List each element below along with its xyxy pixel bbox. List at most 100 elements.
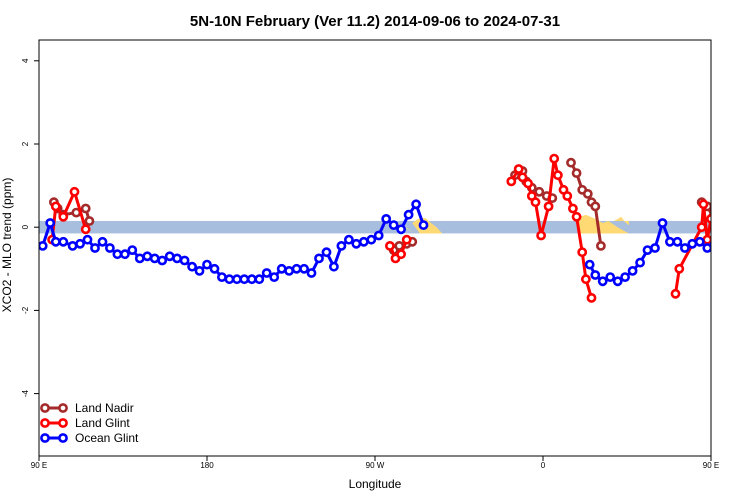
data-point-land-glint: [674, 263, 685, 274]
data-point-ocean-glint: [726, 249, 733, 256]
data-point-ocean-glint: [620, 272, 630, 282]
data-point-land-glint: [571, 211, 582, 222]
legend-item-ocean-glint: Ocean Glint: [40, 431, 139, 445]
data-point-ocean-glint: [127, 245, 138, 255]
data-point-ocean-glint: [418, 220, 429, 230]
data-point-land-glint: [698, 199, 709, 210]
data-point-land-glint: [553, 170, 563, 181]
data-point-ocean-glint: [351, 238, 362, 249]
land-mask-patch: [576, 214, 629, 234]
legend-marker: [58, 418, 68, 428]
data-point-land-glint: [562, 191, 573, 201]
data-point-land-nadir: [596, 240, 606, 251]
data-point-land-glint: [536, 230, 546, 241]
data-point-ocean-glint: [149, 253, 160, 264]
data-point-ocean-glint: [224, 274, 235, 285]
data-point-land-glint: [543, 201, 554, 212]
data-point-ocean-glint: [605, 272, 616, 282]
series-line-land-glint: [741, 192, 750, 230]
data-point-ocean-glint: [734, 249, 741, 256]
data-point-ocean-glint: [411, 199, 421, 210]
x-tick-label: 0: [541, 461, 546, 470]
data-point-land-nadir: [732, 217, 739, 224]
data-point-ocean-glint: [216, 272, 227, 282]
data-point-land-glint: [581, 274, 591, 285]
legend-label: Ocean Glint: [75, 431, 139, 445]
data-point-ocean-glint: [134, 253, 145, 264]
data-point-ocean-glint: [584, 259, 595, 270]
legend-marker: [58, 403, 68, 413]
data-point-land-glint: [530, 197, 541, 208]
data-point-ocean-glint: [672, 236, 683, 247]
y-tick-label: 0: [21, 224, 30, 229]
data-point-ocean-glint: [269, 272, 280, 282]
data-point-ocean-glint: [97, 236, 108, 247]
data-point-ocean-glint: [314, 253, 324, 264]
data-point-ocean-glint: [58, 236, 69, 247]
data-point-ocean-glint: [246, 274, 257, 285]
data-point-land-nadir: [582, 188, 593, 199]
data-point-ocean-glint: [306, 268, 317, 278]
y-tick-label: -4: [21, 389, 30, 397]
data-point-land-glint: [80, 224, 91, 235]
data-point-ocean-glint: [396, 224, 406, 235]
y-axis-label: XCO2 - MLO trend (ppm): [0, 178, 14, 313]
legend-marker: [40, 418, 50, 428]
data-point-land-nadir: [590, 201, 601, 212]
data-point-land-glint: [737, 188, 744, 195]
data-point-ocean-glint: [343, 234, 354, 245]
data-point-ocean-glint: [157, 255, 168, 266]
data-point-land-glint: [549, 153, 560, 164]
data-point-ocean-glint: [381, 213, 392, 224]
data-point-land-glint: [586, 292, 597, 303]
data-point-land-glint: [396, 249, 406, 260]
data-point-ocean-glint: [336, 240, 347, 251]
data-point-ocean-glint: [597, 276, 608, 287]
series-ocean-glint: [39, 199, 748, 287]
data-point-ocean-glint: [172, 253, 182, 264]
data-point-ocean-glint: [590, 270, 601, 280]
data-point-ocean-glint: [635, 257, 645, 268]
legend-item-land-glint: Land Glint: [40, 416, 130, 430]
data-point-land-glint: [401, 234, 412, 245]
data-point-ocean-glint: [202, 259, 212, 270]
series-layer: [39, 153, 750, 303]
data-point-ocean-glint: [187, 261, 197, 272]
data-point-ocean-glint: [209, 263, 220, 274]
data-point-ocean-glint: [50, 236, 61, 247]
data-point-land-glint: [513, 164, 524, 174]
data-point-land-glint: [568, 203, 578, 214]
data-point-ocean-glint: [709, 240, 711, 247]
data-point-ocean-glint: [741, 247, 748, 254]
data-point-land-glint: [745, 207, 750, 214]
data-point-ocean-glint: [388, 220, 399, 230]
legend-marker: [58, 433, 68, 443]
data-point-land-nadir: [728, 203, 735, 210]
data-point-ocean-glint: [261, 268, 272, 278]
data-point-ocean-glint: [403, 209, 414, 220]
plot-area: [38, 39, 750, 457]
data-point-ocean-glint: [612, 276, 623, 287]
data-point-land-glint: [670, 288, 681, 299]
data-point-ocean-glint: [358, 236, 369, 247]
data-point-land-nadir: [80, 203, 91, 214]
data-point-ocean-glint: [719, 244, 726, 251]
plot-frame: [38, 39, 712, 457]
legend-item-land-nadir: Land Nadir: [40, 401, 134, 415]
y-tick-label: 2: [21, 141, 30, 146]
data-point-land-glint: [696, 222, 707, 233]
data-point-ocean-glint: [75, 238, 85, 249]
data-point-ocean-glint: [120, 249, 130, 260]
x-tick-label: 90 E: [703, 461, 719, 470]
data-point-land-nadir: [534, 186, 545, 197]
data-point-land-glint: [702, 234, 711, 245]
data-point-ocean-glint: [627, 265, 638, 276]
x-tick-label: 180: [200, 461, 214, 470]
legend-marker: [40, 403, 50, 413]
x-tick-label: 90 W: [366, 461, 385, 470]
data-point-land-nadir: [566, 157, 576, 168]
data-point-land-glint: [69, 186, 80, 197]
data-point-ocean-glint: [82, 234, 93, 245]
data-point-land-glint: [506, 176, 517, 187]
data-point-land-glint: [50, 201, 61, 212]
